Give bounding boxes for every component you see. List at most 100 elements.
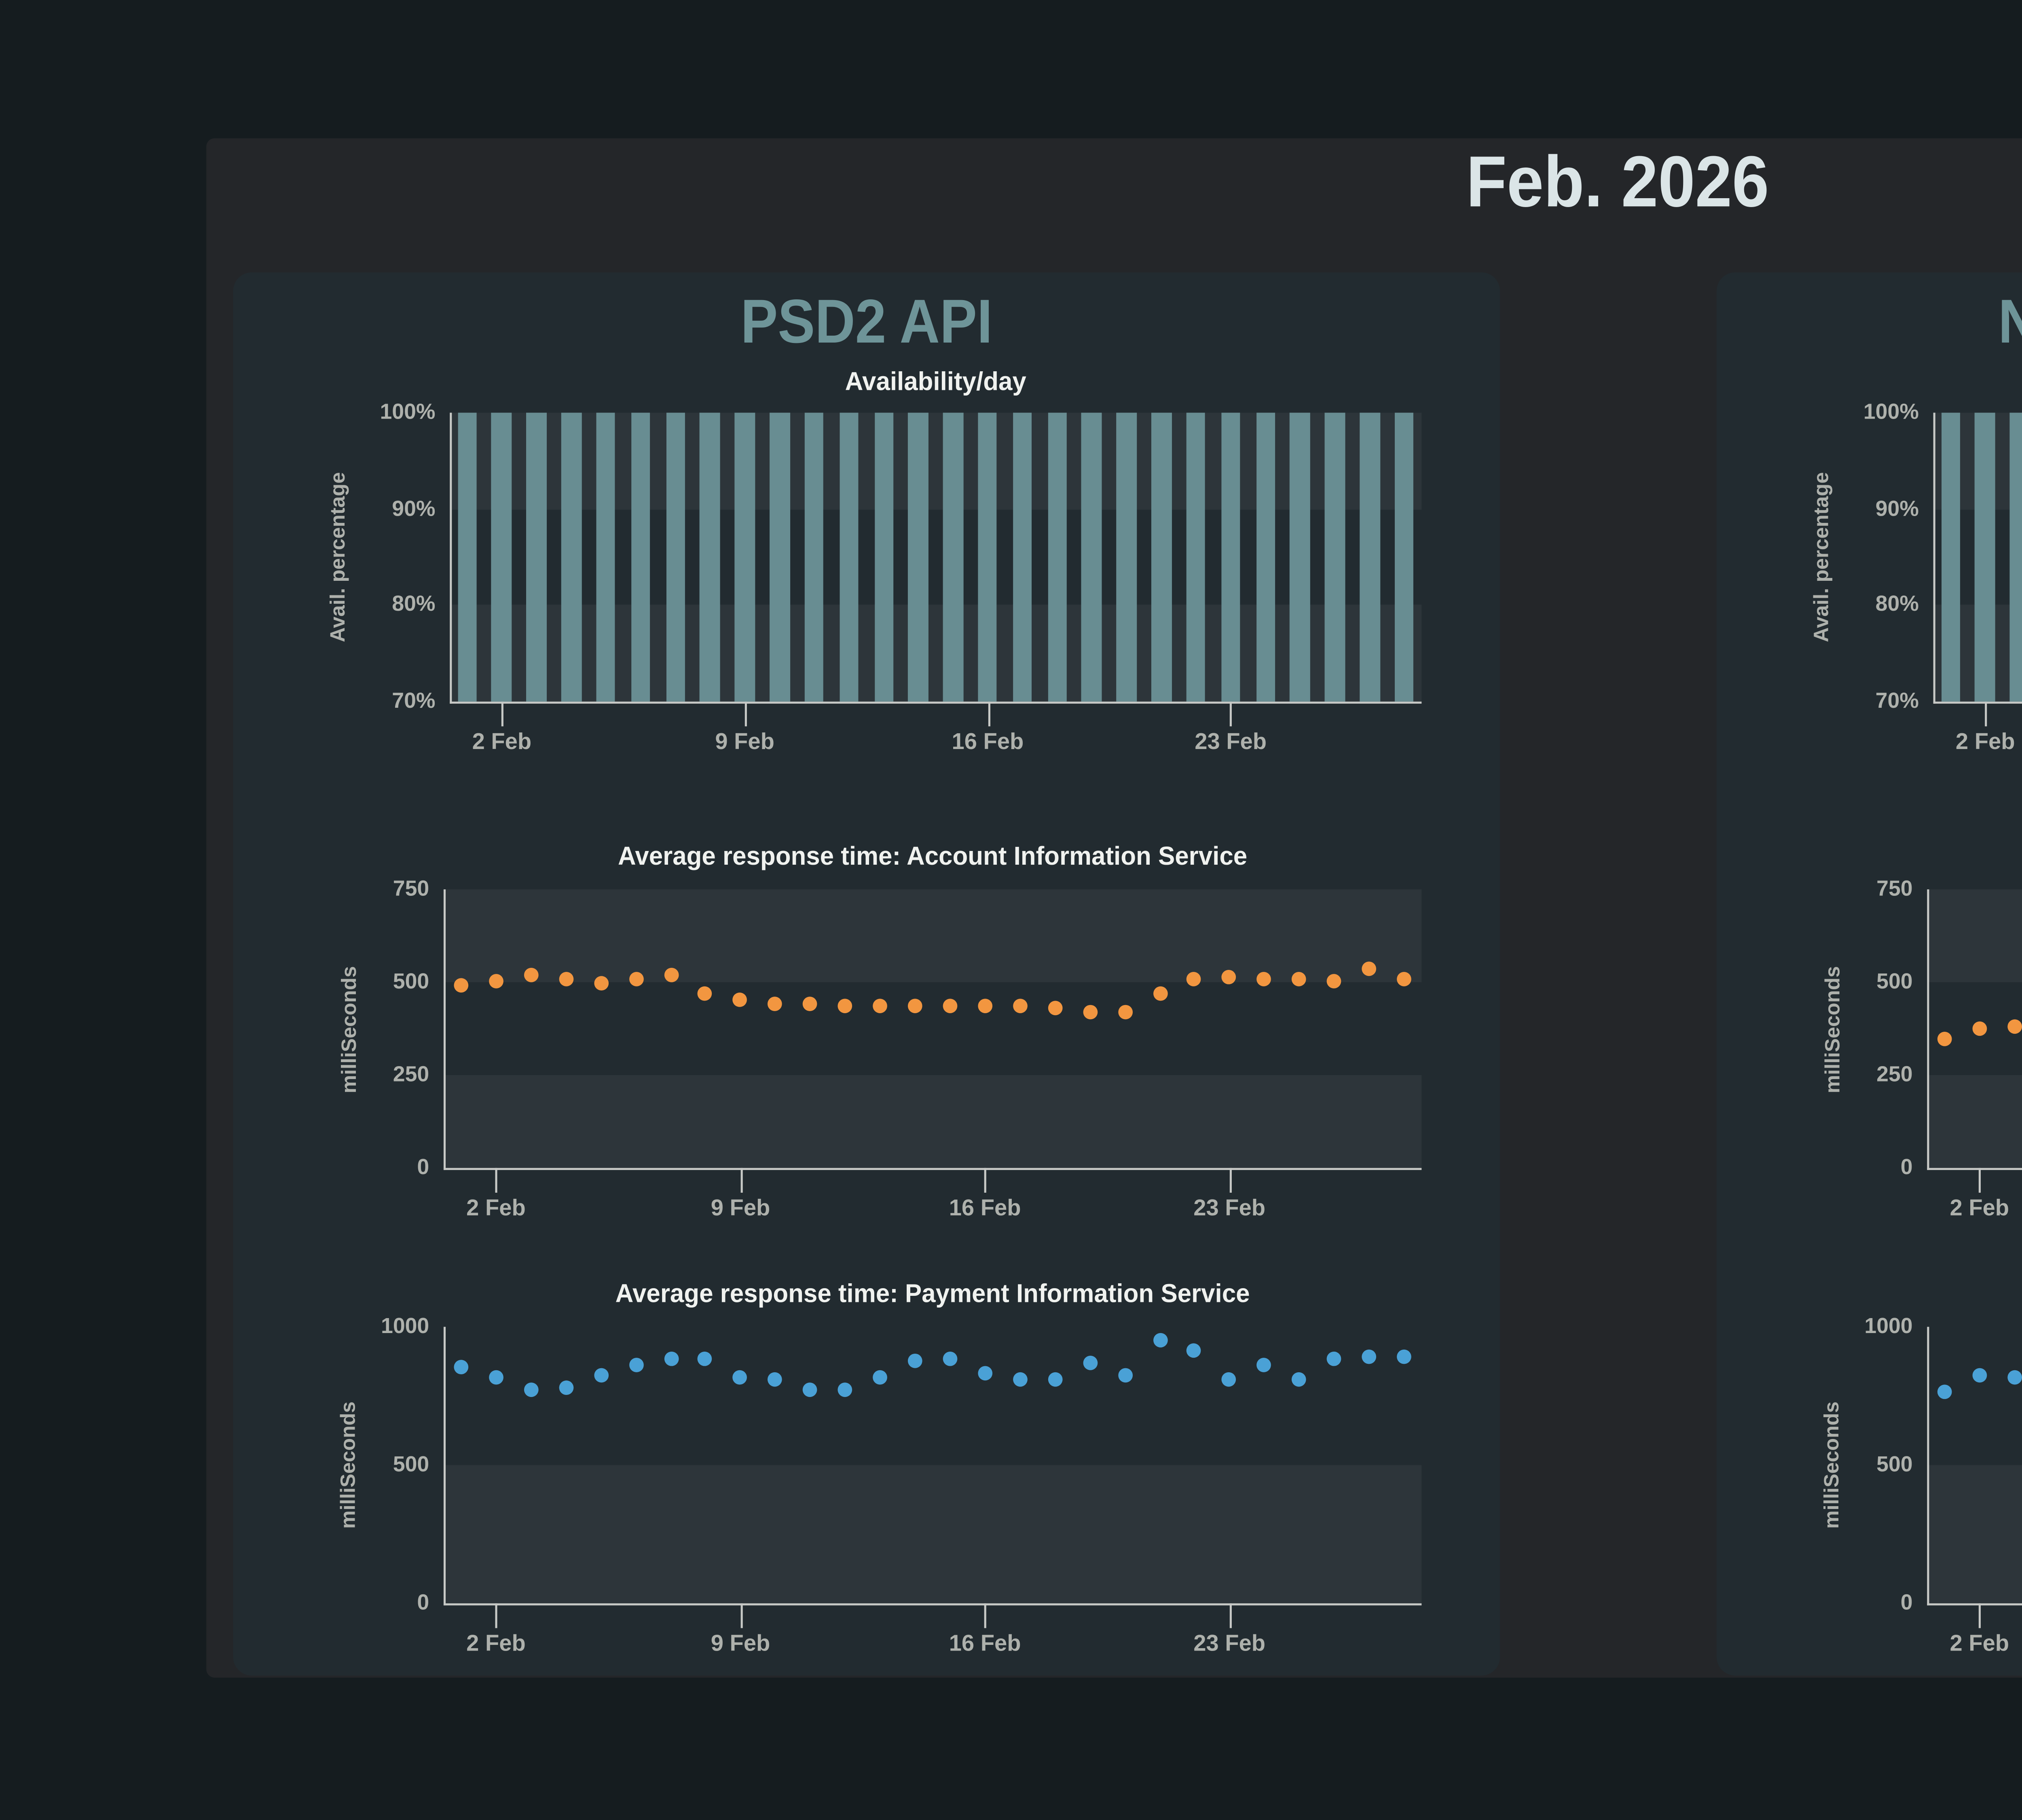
data-point <box>1013 999 1027 1014</box>
data-point <box>1937 1384 1952 1399</box>
bar <box>1117 413 1137 702</box>
x-tick-label: 16 Feb <box>949 1632 1021 1657</box>
chart-title: Average response time: Payment Informati… <box>615 1279 1250 1308</box>
data-point <box>768 1373 783 1388</box>
x-tick-label: 2 Feb <box>472 730 532 756</box>
x-tick-mark <box>496 1603 498 1628</box>
bar <box>1047 413 1067 702</box>
data-point <box>593 1369 608 1384</box>
y-tick-label: 90% <box>1875 496 1919 522</box>
bar <box>492 413 512 702</box>
y-tick-label: 750 <box>1876 877 1913 902</box>
chart-title: Availability/day <box>845 367 1026 396</box>
bar <box>908 413 929 702</box>
chart-psd2-pis-response: Average response time: Payment Informati… <box>233 272 1500 1675</box>
bar <box>457 413 477 702</box>
data-point <box>1013 1372 1027 1387</box>
data-point <box>1187 1343 1202 1358</box>
y-tick-label: 500 <box>1876 969 1913 995</box>
x-tick-mark <box>1229 1603 1232 1628</box>
data-point <box>454 978 468 993</box>
x-tick-mark <box>1985 701 1988 726</box>
x-tick-mark <box>1231 701 1233 726</box>
data-point <box>593 976 608 990</box>
y-tick-label: 500 <box>1876 1452 1913 1478</box>
bar <box>839 413 859 702</box>
y-tick-label: 500 <box>393 1452 429 1478</box>
bar <box>1220 413 1241 702</box>
y-tick-label: 0 <box>1900 1591 1913 1616</box>
chart-title: Average response time: Account Informati… <box>618 842 1248 871</box>
data-point <box>1327 1351 1342 1366</box>
data-point <box>558 1381 573 1396</box>
data-point <box>1257 1358 1272 1373</box>
chart-psd2-availability: Availability/day Avail. percentage 70% 80% 9… <box>233 272 1500 1675</box>
bar <box>665 413 685 702</box>
data-point <box>977 998 992 1013</box>
x-tick-label: 16 Feb <box>949 1197 1021 1222</box>
data-point <box>1972 1021 1987 1036</box>
data-point <box>489 1369 503 1384</box>
panel-psd2-api: PSD2 API Availability/day Avail. percenta… <box>233 272 1500 1676</box>
y-tick-label: 70% <box>1875 689 1919 714</box>
y-tick-label: 0 <box>417 1591 429 1616</box>
y-tick-label: 0 <box>1900 1155 1913 1181</box>
plot-band <box>443 1075 1422 1168</box>
bar <box>770 413 789 702</box>
x-tick-label: 23 Feb <box>1193 1632 1266 1657</box>
data-point <box>908 998 922 1013</box>
y-tick-label: 500 <box>393 969 429 995</box>
y-tick-label: 100% <box>1863 400 1919 425</box>
chart-psd2-ais-response: Average response time: Account Informati… <box>233 272 1500 1675</box>
bar <box>1255 413 1275 702</box>
data-point <box>489 974 503 989</box>
data-point <box>1082 1357 1097 1371</box>
x-tick-mark <box>985 1168 987 1193</box>
panel-title-psd2: PSD2 API <box>740 289 993 357</box>
data-point <box>1222 1371 1237 1386</box>
chart-netbank-ais-response: Average response time: Account Informati… <box>1717 272 2022 1675</box>
month-panel: Feb. 2026 PSD2 API Availability/day Avail… <box>206 138 2022 1678</box>
data-point <box>628 1358 643 1373</box>
x-axis-line <box>1933 701 2022 704</box>
x-axis-line <box>1927 1603 2022 1606</box>
bar <box>1394 413 1414 702</box>
bar <box>527 413 547 702</box>
plot-band <box>1927 1075 2022 1168</box>
data-point <box>1972 1369 1987 1384</box>
x-tick-label: 9 Feb <box>711 1197 770 1222</box>
y-tick-label: 0 <box>417 1155 429 1181</box>
data-point <box>1152 1333 1167 1348</box>
x-tick-label: 2 Feb <box>466 1197 526 1222</box>
bar <box>700 413 720 702</box>
x-tick-label: 9 Feb <box>715 730 774 756</box>
x-tick-mark <box>988 701 990 726</box>
x-tick-mark <box>1229 1168 1232 1193</box>
data-point <box>454 1361 468 1376</box>
data-point <box>1047 1373 1062 1388</box>
y-tick-label: 100% <box>380 400 436 425</box>
y-tick-label: 750 <box>393 877 429 902</box>
data-point <box>1117 1368 1132 1383</box>
y-tick-label: 90% <box>392 496 436 522</box>
data-point <box>698 1352 713 1367</box>
x-tick-label: 9 Feb <box>711 1632 770 1657</box>
x-tick-mark <box>985 1603 987 1628</box>
y-axis-line <box>443 1327 446 1606</box>
bar <box>1360 413 1379 702</box>
x-tick-mark <box>496 1168 498 1193</box>
y-tick-label: 1000 <box>1864 1314 1913 1340</box>
data-point <box>977 1365 992 1380</box>
x-tick-label: 2 Feb <box>466 1632 526 1657</box>
x-axis-line <box>450 701 1422 704</box>
x-tick-mark <box>501 701 504 726</box>
data-point <box>908 1354 922 1369</box>
bar <box>1975 413 1995 702</box>
x-tick-label: 2 Feb <box>1955 730 2015 756</box>
bar <box>1013 413 1032 702</box>
data-point <box>943 1352 958 1367</box>
chart-netbank-pis-response: Average response time: Payment Informati… <box>1717 272 2022 1675</box>
bar <box>978 413 998 702</box>
